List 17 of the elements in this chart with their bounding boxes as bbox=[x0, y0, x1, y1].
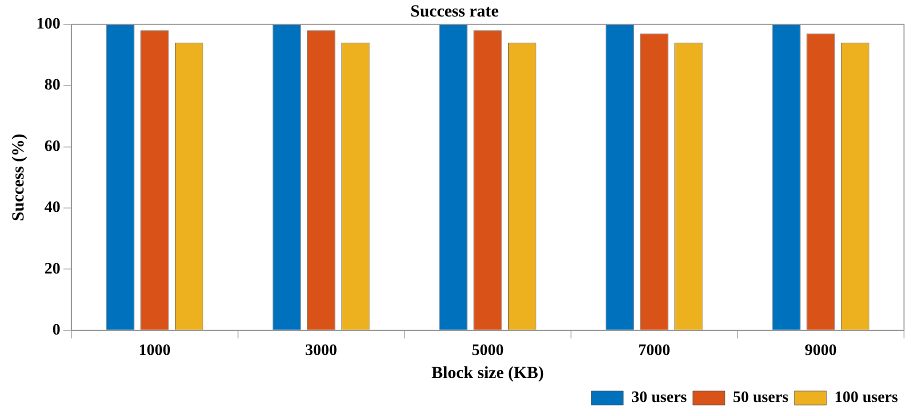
legend-label: 50 users bbox=[732, 389, 788, 406]
y-axis-title: Success (%) bbox=[8, 134, 28, 222]
y-tick-label: 60 bbox=[44, 138, 60, 155]
chart-title: Success rate bbox=[410, 2, 500, 21]
x-tick-label: 9000 bbox=[804, 342, 837, 360]
x-tick-label: 3000 bbox=[305, 342, 338, 360]
y-tick-label: 80 bbox=[44, 76, 60, 94]
legend-label: 30 users bbox=[631, 389, 687, 406]
y-tick-label: 0 bbox=[52, 322, 60, 339]
x-tick-label: 5000 bbox=[472, 342, 504, 360]
y-tick-label: 20 bbox=[44, 260, 60, 278]
legend-label: 100 users bbox=[834, 389, 898, 406]
y-tick-label: 100 bbox=[36, 16, 60, 33]
x-tick-label: 1000 bbox=[138, 342, 171, 360]
x-axis-title: Block size (KB) bbox=[432, 363, 544, 382]
y-tick-label: 40 bbox=[44, 199, 60, 216]
x-tick-label: 7000 bbox=[638, 342, 670, 360]
